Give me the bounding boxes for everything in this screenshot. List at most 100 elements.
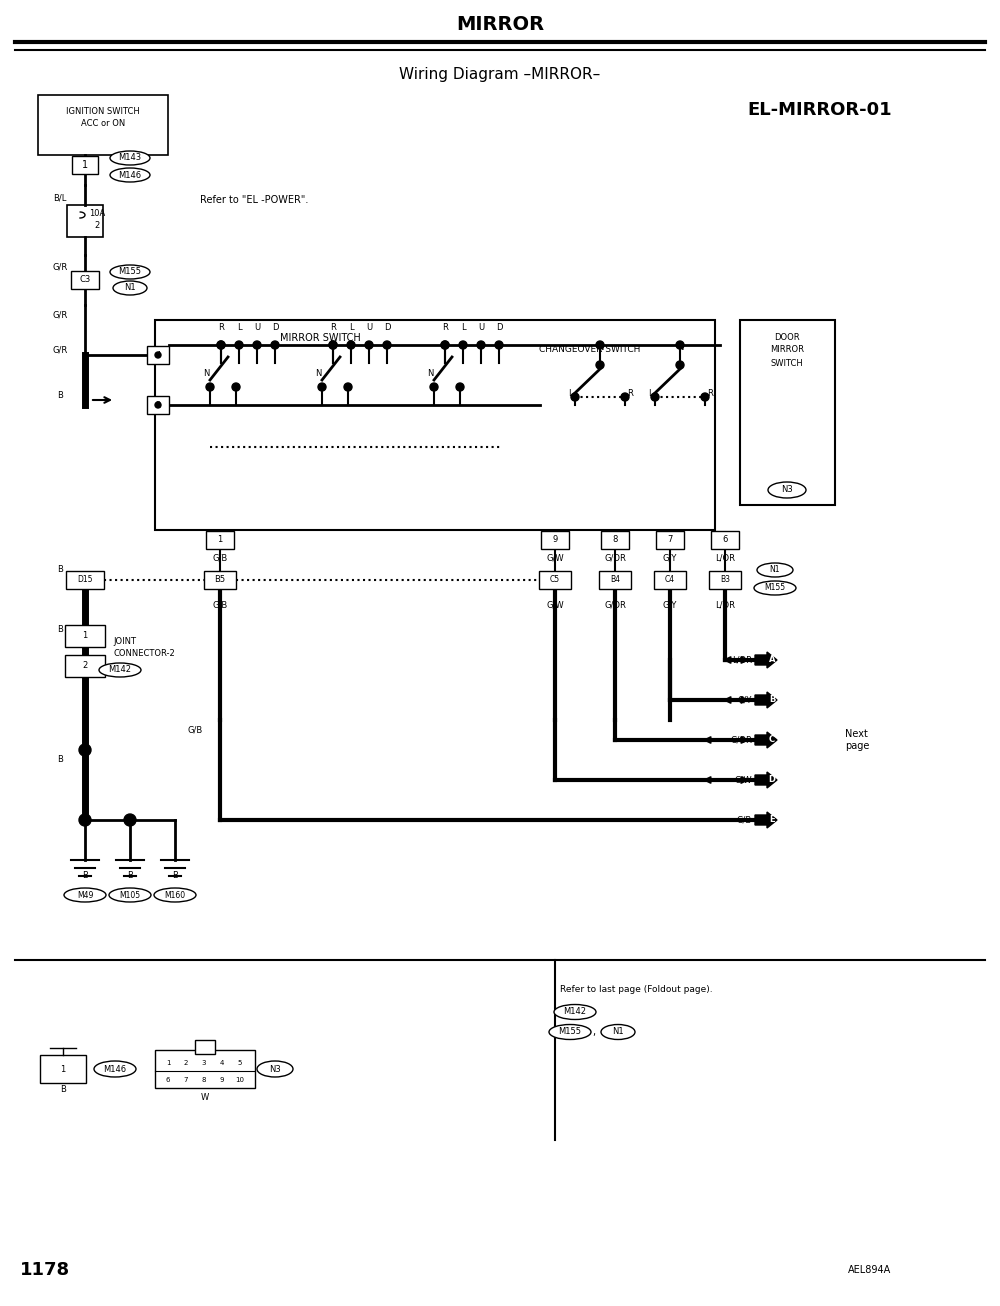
Text: 2: 2	[184, 1060, 188, 1066]
Text: 2: 2	[155, 401, 161, 410]
Circle shape	[430, 383, 438, 390]
FancyBboxPatch shape	[38, 95, 168, 155]
Text: 4: 4	[220, 1060, 224, 1066]
Circle shape	[441, 341, 449, 349]
FancyBboxPatch shape	[656, 532, 684, 549]
Text: Wiring Diagram –MIRROR–: Wiring Diagram –MIRROR–	[399, 68, 601, 82]
Text: B: B	[172, 871, 178, 879]
FancyBboxPatch shape	[65, 626, 105, 646]
Text: G/R: G/R	[52, 311, 68, 320]
Circle shape	[676, 360, 684, 370]
Text: B: B	[57, 626, 63, 635]
Ellipse shape	[110, 265, 150, 279]
Ellipse shape	[64, 888, 106, 902]
Text: Next
page: Next page	[845, 729, 869, 751]
Circle shape	[217, 341, 225, 349]
FancyBboxPatch shape	[67, 205, 103, 236]
Text: G/B: G/B	[212, 601, 228, 610]
Text: IGNITION SWITCH: IGNITION SWITCH	[66, 107, 140, 116]
Text: Refer to last page (Foldout page).: Refer to last page (Foldout page).	[560, 986, 713, 994]
Text: M142: M142	[108, 666, 132, 674]
FancyBboxPatch shape	[541, 532, 569, 549]
Text: DOOR: DOOR	[774, 333, 800, 341]
Text: N: N	[677, 342, 683, 351]
Text: MIRROR: MIRROR	[770, 346, 804, 354]
Text: 2: 2	[82, 662, 88, 670]
Circle shape	[124, 814, 136, 825]
Text: JOINT: JOINT	[113, 637, 136, 646]
Ellipse shape	[110, 168, 150, 182]
FancyBboxPatch shape	[599, 571, 631, 589]
Text: MIRROR: MIRROR	[456, 16, 544, 34]
Text: C: C	[769, 735, 775, 744]
Text: D: D	[768, 776, 776, 785]
Text: U: U	[366, 323, 372, 332]
Text: C5: C5	[550, 576, 560, 585]
Text: R: R	[707, 388, 713, 397]
FancyBboxPatch shape	[539, 571, 571, 589]
FancyBboxPatch shape	[65, 656, 105, 677]
Circle shape	[232, 383, 240, 390]
Text: D: D	[384, 323, 390, 332]
Circle shape	[347, 341, 355, 349]
Text: MIRROR SWITCH: MIRROR SWITCH	[280, 333, 360, 343]
Text: B: B	[57, 565, 63, 575]
Circle shape	[651, 393, 659, 401]
Text: G/OR: G/OR	[604, 554, 626, 563]
Ellipse shape	[110, 151, 150, 165]
Text: 1: 1	[217, 535, 223, 545]
Text: 6: 6	[166, 1077, 170, 1083]
Ellipse shape	[554, 1004, 596, 1020]
Ellipse shape	[549, 1024, 591, 1040]
Polygon shape	[755, 731, 777, 748]
Polygon shape	[755, 692, 777, 708]
FancyBboxPatch shape	[654, 571, 686, 589]
Text: A: A	[769, 656, 775, 665]
Text: G/OR: G/OR	[604, 601, 626, 610]
Text: AEL894A: AEL894A	[848, 1266, 892, 1275]
FancyBboxPatch shape	[40, 1055, 86, 1083]
FancyBboxPatch shape	[147, 396, 169, 414]
Circle shape	[495, 341, 503, 349]
Text: M155: M155	[558, 1028, 582, 1037]
Text: L/OR: L/OR	[715, 601, 735, 610]
Text: 9: 9	[220, 1077, 224, 1083]
Circle shape	[271, 341, 279, 349]
Text: N: N	[203, 368, 209, 377]
Text: U: U	[254, 323, 260, 332]
Ellipse shape	[99, 663, 141, 677]
Text: R: R	[218, 323, 224, 332]
Text: B4: B4	[610, 576, 620, 585]
Circle shape	[676, 341, 684, 349]
FancyBboxPatch shape	[206, 532, 234, 549]
Text: B: B	[57, 390, 63, 400]
Text: M160: M160	[164, 891, 186, 900]
Text: L: L	[461, 323, 465, 332]
Circle shape	[329, 341, 337, 349]
Circle shape	[155, 353, 161, 358]
Text: G/W: G/W	[546, 601, 564, 610]
Circle shape	[235, 341, 243, 349]
Polygon shape	[755, 812, 777, 828]
Circle shape	[253, 341, 261, 349]
Text: 10A: 10A	[89, 209, 105, 218]
Circle shape	[329, 341, 337, 349]
Text: 10: 10	[236, 1077, 244, 1083]
Ellipse shape	[113, 281, 147, 295]
Text: N: N	[427, 368, 433, 377]
Ellipse shape	[754, 581, 796, 596]
Text: G/B: G/B	[187, 726, 203, 734]
Text: N1: N1	[124, 283, 136, 293]
Text: R: R	[330, 323, 336, 332]
Ellipse shape	[109, 888, 151, 902]
Text: 2: 2	[94, 222, 100, 230]
Text: 8: 8	[612, 535, 618, 545]
FancyBboxPatch shape	[204, 571, 236, 589]
Text: G/R: G/R	[52, 346, 68, 354]
Text: M155: M155	[119, 268, 142, 277]
Text: 5: 5	[238, 1060, 242, 1066]
FancyBboxPatch shape	[155, 1050, 255, 1088]
Text: N: N	[597, 342, 603, 351]
Text: B3: B3	[720, 576, 730, 585]
FancyBboxPatch shape	[72, 155, 98, 174]
